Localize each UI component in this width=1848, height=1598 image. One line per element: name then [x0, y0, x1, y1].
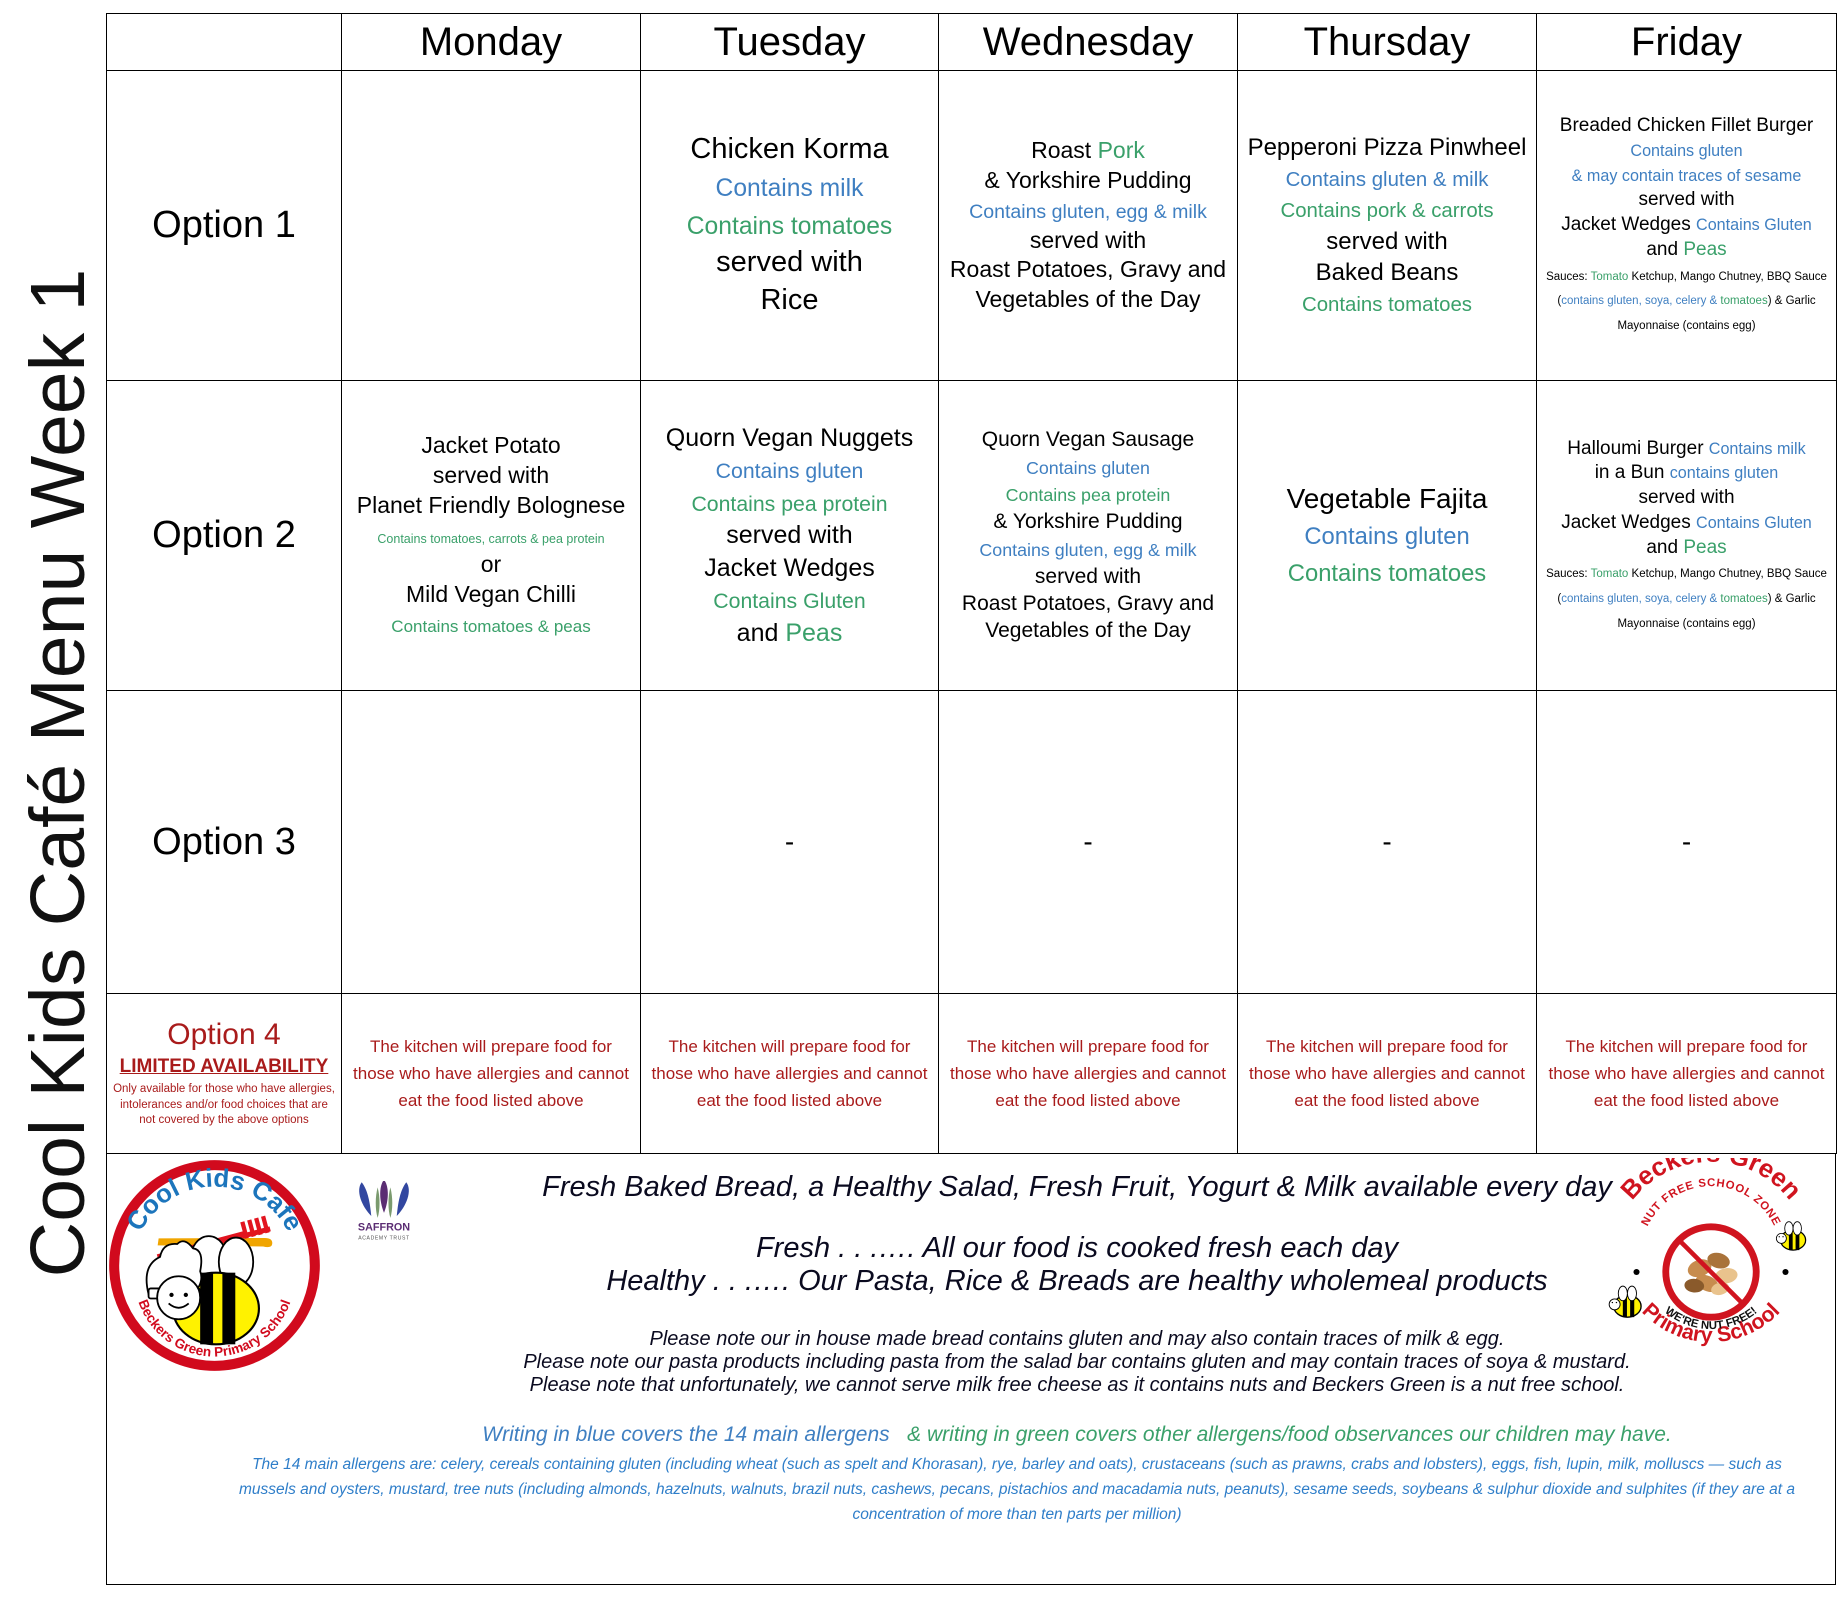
svg-text:NUT FREE SCHOOL ZONE: NUT FREE SCHOOL ZONE — [1640, 1177, 1783, 1228]
svg-text:ACADEMY TRUST: ACADEMY TRUST — [358, 1236, 410, 1242]
svg-text:SAFFRON: SAFFRON — [358, 1222, 410, 1234]
